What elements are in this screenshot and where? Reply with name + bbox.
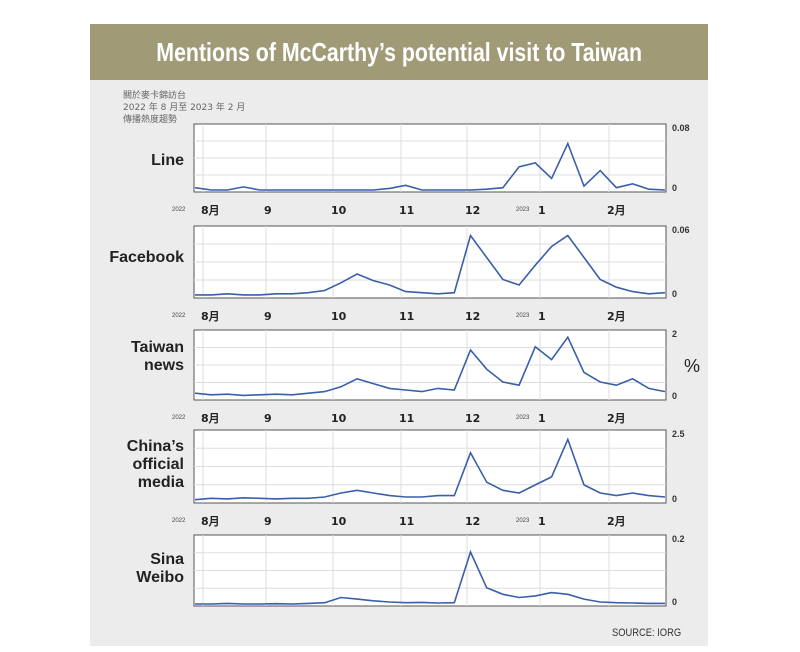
- x-tick-label: 2月: [607, 204, 626, 217]
- series-line: [195, 233, 666, 296]
- platform-label-china-media: China’s official media: [126, 438, 184, 491]
- series-line: [194, 335, 666, 397]
- x-tick-label: 9: [264, 204, 272, 217]
- x-tick-label: 1: [538, 310, 546, 323]
- x-tick-label: 8月: [201, 204, 220, 217]
- x-tick-label: 1: [538, 204, 546, 217]
- x-tick-label: 1: [538, 412, 546, 425]
- x-tick-label: 9: [264, 515, 272, 528]
- x-tick-label: 8月: [201, 310, 220, 323]
- x-tick-label: 9: [264, 412, 272, 425]
- x-tick-label: 11: [399, 204, 414, 217]
- x-tick-label: 10: [331, 204, 347, 217]
- x-year-label: 2022: [172, 313, 186, 319]
- x-year-label: 2023: [516, 313, 530, 319]
- y-max-label: 2.5: [672, 429, 685, 439]
- x-tick-label: 2月: [607, 515, 626, 528]
- x-tick-label: 10: [331, 412, 347, 425]
- x-tick-label: 2月: [607, 310, 626, 323]
- x-tick-label: 10: [331, 310, 347, 323]
- y-min-label: 0: [672, 391, 677, 401]
- chart-title: Mentions of McCarthy’s potential visit t…: [156, 36, 642, 67]
- subtitle-line-1: 關於麥卡錦訪台: [123, 91, 187, 101]
- x-year-label: 2022: [172, 518, 186, 524]
- platform-label-line: Line: [151, 152, 184, 169]
- x-tick-label: 12: [465, 515, 480, 528]
- y-max-label: 2: [672, 329, 677, 339]
- x-tick-label: 10: [331, 515, 347, 528]
- platform-label-sina-weibo: Sina Weibo: [136, 551, 184, 586]
- source-note: SOURCE: IORG: [612, 627, 682, 639]
- series-line: [194, 437, 666, 501]
- y-max-label: 0.2: [672, 534, 685, 544]
- x-tick-label: 8月: [201, 412, 220, 425]
- y-max-label: 0.06: [672, 225, 690, 235]
- x-tick-label: 12: [465, 412, 480, 425]
- unit-percent-label: %: [684, 356, 701, 376]
- x-tick-label: 11: [399, 515, 414, 528]
- x-tick-label: 12: [465, 310, 480, 323]
- x-tick-label: 1: [538, 515, 546, 528]
- x-year-label: 2023: [516, 518, 530, 524]
- platform-label-taiwan-news: Taiwan news: [130, 339, 184, 374]
- x-year-label: 2022: [172, 207, 186, 213]
- x-tick-label: 12: [465, 204, 480, 217]
- x-tick-label: 2月: [607, 412, 626, 425]
- x-year-label: 2023: [516, 207, 530, 213]
- y-min-label: 0: [672, 597, 677, 607]
- x-tick-label: 11: [399, 412, 414, 425]
- platform-label-facebook: Facebook: [109, 249, 184, 266]
- x-tick-label: 11: [399, 310, 414, 323]
- x-year-label: 2023: [516, 415, 530, 421]
- x-tick-label: 9: [264, 310, 272, 323]
- series-line: [194, 141, 666, 191]
- subtitle-line-3: 傳播熱度趨勢: [123, 115, 178, 125]
- y-min-label: 0: [672, 289, 677, 299]
- y-max-label: 0.08: [672, 123, 690, 133]
- x-year-label: 2022: [172, 415, 186, 421]
- subtitle-line-2: 2022 年 8 月至 2023 年 2 月: [123, 103, 246, 113]
- y-min-label: 0: [672, 183, 677, 193]
- x-tick-label: 8月: [201, 515, 220, 528]
- y-min-label: 0: [672, 494, 677, 504]
- title-banner: Mentions of McCarthy’s potential visit t…: [90, 24, 708, 80]
- series-line: [195, 549, 665, 605]
